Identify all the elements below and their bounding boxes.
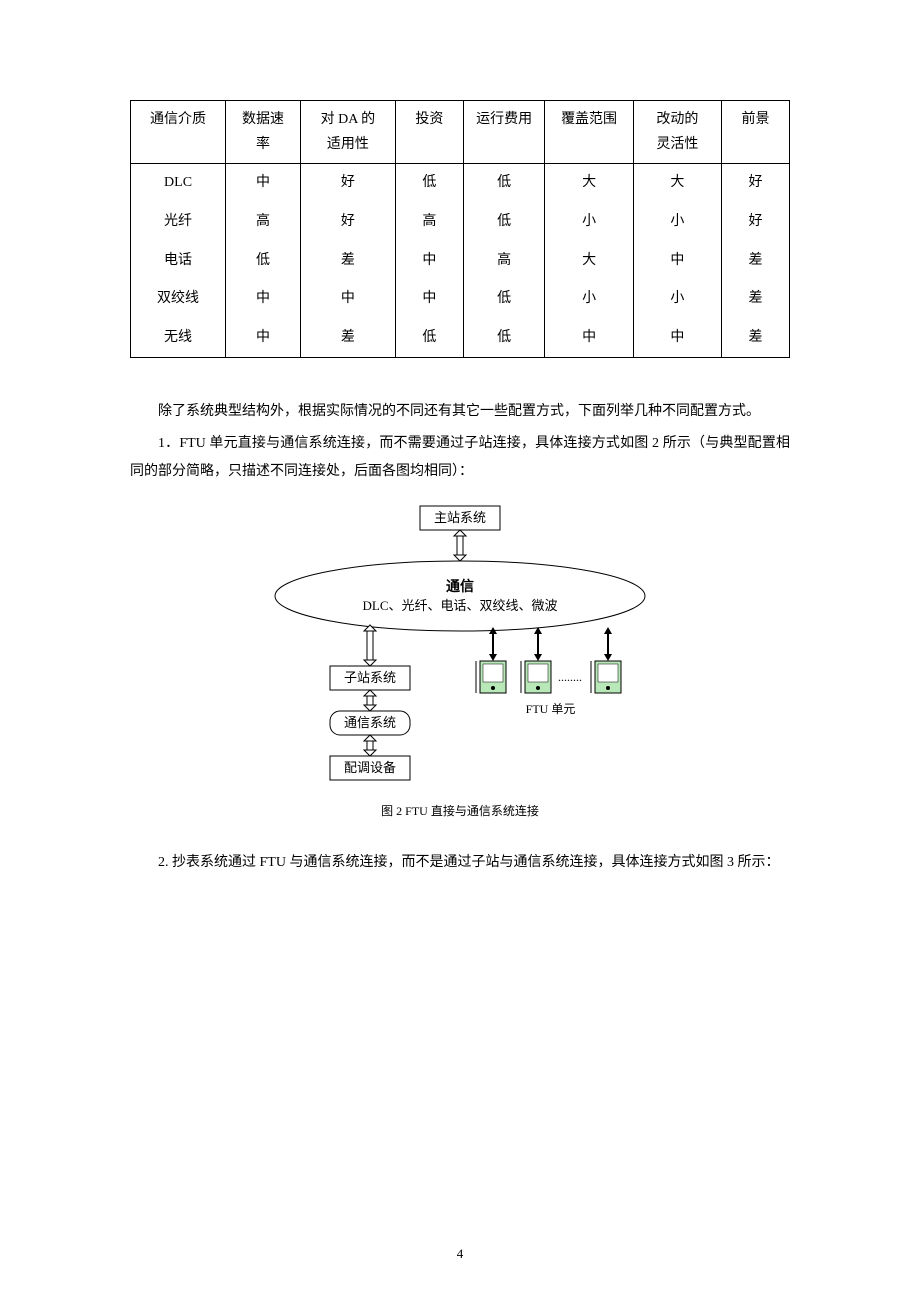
table-cell: 低 — [395, 319, 463, 358]
table-row: 无线中差低低中中差 — [131, 319, 790, 358]
table-cell: 中 — [300, 280, 395, 319]
table-cell: 无线 — [131, 319, 226, 358]
table-cell: 中 — [226, 280, 301, 319]
table-cell: 高 — [463, 242, 545, 281]
table-row: 光纤高好高低小小好 — [131, 203, 790, 242]
table-cell: 光纤 — [131, 203, 226, 242]
table-cell: 大 — [545, 242, 633, 281]
table-cell: 电话 — [131, 242, 226, 281]
table-cell: 中 — [545, 319, 633, 358]
svg-text:配调设备: 配调设备 — [344, 760, 396, 775]
svg-text:主站系统: 主站系统 — [434, 510, 486, 525]
diagram-figure-2: 主站系统通信 DLC、光纤、电话、双绞线、微波子站系统通信系统配调设备......… — [130, 496, 790, 819]
table-cell: 中 — [395, 242, 463, 281]
table-cell: 好 — [722, 203, 790, 242]
table-cell: 低 — [463, 164, 545, 203]
flowchart-svg: 主站系统通信 DLC、光纤、电话、双绞线、微波子站系统通信系统配调设备......… — [235, 496, 685, 796]
table-cell: 小 — [633, 280, 721, 319]
table-row: DLC中好低低大大好 — [131, 164, 790, 203]
table-cell: 双绞线 — [131, 280, 226, 319]
table-cell: 小 — [545, 203, 633, 242]
table-cell: 大 — [633, 164, 721, 203]
table-cell: 低 — [463, 203, 545, 242]
svg-text:........: ........ — [558, 670, 582, 684]
table-header-cell: 覆盖范围 — [545, 101, 633, 164]
paragraph-item-2: 2. 抄表系统通过 FTU 与通信系统连接，而不是通过子站与通信系统连接，具体连… — [130, 849, 790, 877]
table-cell: 差 — [722, 280, 790, 319]
page: 通信介质数据速率对 DA 的适用性投资运行费用覆盖范围改动的灵活性前景 DLC中… — [0, 0, 920, 1302]
table-cell: 大 — [545, 164, 633, 203]
table-cell: 中 — [226, 319, 301, 358]
table-cell: 差 — [300, 242, 395, 281]
table-cell: 中 — [395, 280, 463, 319]
table-cell: 高 — [395, 203, 463, 242]
table-cell: 好 — [300, 203, 395, 242]
table-header-cell: 数据速率 — [226, 101, 301, 164]
table-cell: 好 — [722, 164, 790, 203]
table-cell: 高 — [226, 203, 301, 242]
svg-text:FTU 单元: FTU 单元 — [526, 702, 576, 716]
table-cell: 差 — [722, 242, 790, 281]
table-header-cell: 投资 — [395, 101, 463, 164]
table-cell: 低 — [463, 280, 545, 319]
comparison-table: 通信介质数据速率对 DA 的适用性投资运行费用覆盖范围改动的灵活性前景 DLC中… — [130, 100, 790, 358]
table-cell: 低 — [395, 164, 463, 203]
table-row: 电话低差中高大中差 — [131, 242, 790, 281]
figure-2-caption: 图 2 FTU 直接与通信系统连接 — [130, 802, 790, 819]
paragraph-intro: 除了系统典型结构外，根据实际情况的不同还有其它一些配置方式，下面列举几种不同配置… — [130, 398, 790, 426]
table-body: DLC中好低低大大好光纤高好高低小小好电话低差中高大中差双绞线中中中低小小差无线… — [131, 164, 790, 358]
table-cell: 低 — [463, 319, 545, 358]
table-header-cell: 通信介质 — [131, 101, 226, 164]
table-cell: 低 — [226, 242, 301, 281]
table-cell: 小 — [545, 280, 633, 319]
table-cell: 中 — [633, 319, 721, 358]
svg-text:DLC、光纤、电话、双绞线、微波: DLC、光纤、电话、双绞线、微波 — [362, 598, 557, 613]
table-row: 双绞线中中中低小小差 — [131, 280, 790, 319]
table-header-row: 通信介质数据速率对 DA 的适用性投资运行费用覆盖范围改动的灵活性前景 — [131, 101, 790, 164]
svg-text:通信系统: 通信系统 — [344, 715, 396, 730]
table-cell: 中 — [633, 242, 721, 281]
table-cell: DLC — [131, 164, 226, 203]
table-cell: 中 — [226, 164, 301, 203]
svg-text:子站系统: 子站系统 — [344, 670, 396, 685]
table-cell: 好 — [300, 164, 395, 203]
table-cell: 小 — [633, 203, 721, 242]
table-header-cell: 改动的灵活性 — [633, 101, 721, 164]
paragraph-item-1: 1．FTU 单元直接与通信系统连接，而不需要通过子站连接，具体连接方式如图 2 … — [130, 430, 790, 486]
page-number: 4 — [0, 1246, 920, 1262]
table-cell: 差 — [300, 319, 395, 358]
table-header-cell: 前景 — [722, 101, 790, 164]
table-cell: 差 — [722, 319, 790, 358]
table-header-cell: 对 DA 的适用性 — [300, 101, 395, 164]
svg-text:通信: 通信 — [446, 578, 474, 595]
table-header-cell: 运行费用 — [463, 101, 545, 164]
